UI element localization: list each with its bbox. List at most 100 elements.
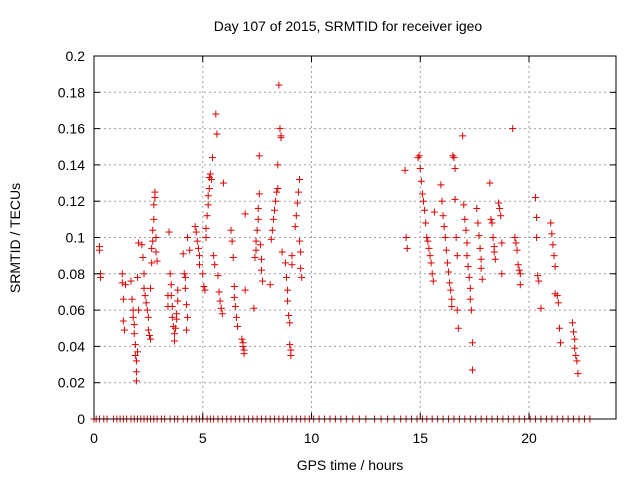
data-point (453, 252, 461, 260)
data-point (463, 239, 471, 247)
data-point (179, 250, 187, 258)
data-point (551, 263, 559, 271)
data-point (463, 252, 471, 260)
data-point (257, 266, 265, 274)
data-point (174, 297, 182, 305)
data-point (238, 335, 246, 343)
data-point (418, 190, 426, 198)
data-point (182, 326, 190, 334)
data-point (139, 253, 147, 261)
data-point (254, 204, 262, 212)
data-point (488, 219, 496, 227)
data-point (294, 188, 302, 196)
data-point (202, 234, 210, 241)
data-point (195, 261, 203, 269)
data-point (465, 273, 473, 281)
data-point (150, 201, 158, 209)
data-point (451, 195, 459, 203)
data-point (571, 335, 579, 343)
data-point (473, 204, 481, 212)
data-point (288, 261, 296, 269)
data-point (254, 215, 262, 223)
data-point (153, 257, 161, 265)
data-point (122, 281, 130, 289)
data-point (170, 330, 178, 338)
data-point (186, 246, 194, 254)
data-point (298, 273, 306, 281)
data-point (281, 259, 289, 267)
data-point (172, 324, 180, 332)
data-point (288, 252, 296, 260)
data-point (453, 306, 461, 314)
data-point (150, 215, 158, 223)
data-point (445, 268, 453, 276)
y-tick-label: 0.16 (58, 121, 85, 137)
data-point (476, 244, 484, 252)
data-point (277, 134, 285, 142)
data-point (466, 295, 474, 303)
data-point (211, 261, 219, 269)
y-tick-label: 0.14 (58, 157, 85, 173)
data-point (467, 306, 475, 314)
data-point (486, 179, 494, 187)
data-point (195, 252, 203, 260)
data-point (274, 161, 282, 169)
data-point (148, 259, 156, 267)
data-point (256, 241, 264, 249)
data-point (511, 234, 519, 241)
data-point (421, 206, 429, 214)
data-point (286, 319, 294, 327)
chart-title: Day 107 of 2015, SRMTID for receiver ige… (214, 18, 483, 34)
data-point (417, 177, 425, 185)
data-point (554, 299, 562, 307)
data-point (148, 244, 156, 252)
data-point (149, 226, 157, 234)
data-point (276, 125, 284, 133)
x-tick-label: 10 (304, 430, 320, 446)
data-point (205, 184, 213, 192)
data-point (297, 248, 305, 256)
data-point (230, 293, 238, 301)
x-axis-label: GPS time / hours (297, 457, 404, 473)
data-point (151, 194, 159, 202)
x-tick-label: 15 (412, 430, 428, 446)
y-tick-label: 0.12 (58, 193, 85, 209)
data-point (184, 313, 192, 321)
data-point (497, 212, 505, 220)
data-point (273, 188, 281, 196)
data-point (129, 313, 137, 321)
data-point (166, 270, 174, 278)
x-tick-label: 20 (521, 430, 537, 446)
data-point (438, 197, 446, 205)
data-point (468, 366, 476, 374)
data-point (268, 226, 276, 234)
data-point (496, 204, 504, 212)
data-point (424, 237, 432, 245)
data-point (241, 210, 249, 218)
data-point (95, 246, 103, 254)
data-point (427, 259, 435, 267)
data-points (90, 81, 594, 423)
data-point (269, 215, 277, 223)
data-point (514, 261, 522, 269)
data-point (134, 273, 141, 281)
data-point (534, 272, 542, 280)
y-tick-label: 0.02 (58, 375, 85, 391)
data-point (423, 234, 431, 241)
data-point (141, 292, 149, 300)
data-point (131, 341, 139, 349)
data-point (180, 270, 188, 278)
grid-lines (94, 56, 616, 419)
data-point (210, 252, 218, 260)
data-point (570, 328, 578, 336)
data-point (452, 234, 460, 241)
data-point (209, 154, 217, 162)
data-point (193, 237, 201, 245)
data-point (251, 253, 259, 261)
data-point (533, 214, 541, 222)
data-point (401, 166, 409, 174)
data-point (191, 223, 199, 231)
data-point (498, 239, 506, 247)
data-point (425, 244, 433, 252)
data-point (468, 339, 476, 347)
